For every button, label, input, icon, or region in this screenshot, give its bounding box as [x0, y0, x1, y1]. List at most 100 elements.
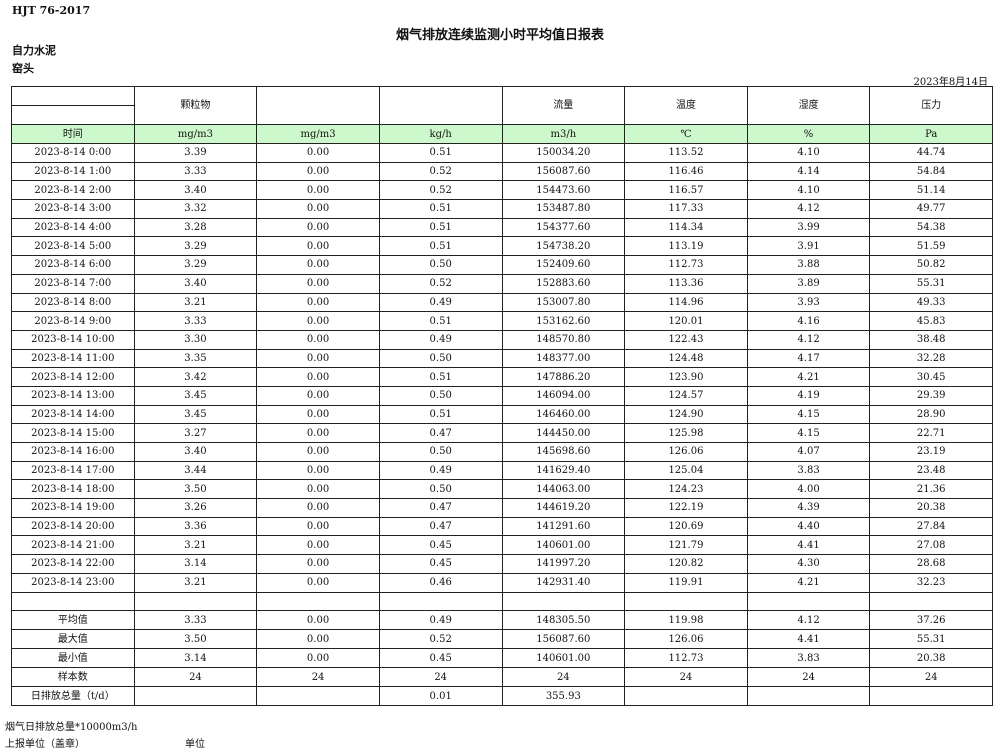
table-cell: 0.52	[378, 273, 503, 294]
table-cell: 2023-8-14 23:00	[11, 572, 135, 593]
table-cell: 0.52	[378, 161, 503, 182]
summary-row: 最小值 3.14 0.00 0.45 140601.00 112.73 3.83 20.38	[11, 648, 993, 669]
summary-cell: 样本数	[11, 667, 135, 688]
table-cell: 23.48	[869, 460, 993, 481]
table-cell: 113.19	[624, 236, 748, 257]
summary-cell	[624, 686, 748, 707]
table-cell: 152883.60	[501, 273, 626, 294]
table-cell: 142931.40	[501, 572, 626, 593]
table-cell: 156087.60	[501, 161, 626, 182]
summary-cell: 0.00	[256, 629, 380, 650]
table-row: 2023-8-14 11:00 3.35 0.00 0.50 148377.00 124.…	[11, 348, 993, 369]
report-date: 2023年8月14日	[913, 77, 988, 88]
table-cell: 51.59	[869, 236, 993, 257]
table-cell: 3.36	[133, 516, 258, 537]
unit-row: 时间 mg/m3 mg/m3 kg/h m3/h ℃% Pa	[11, 124, 993, 144]
table-cell: 141291.60	[501, 516, 626, 537]
table-cell: 3.83	[746, 460, 871, 481]
table-cell: 4.12	[746, 199, 871, 219]
table-cell: 117.33	[624, 199, 748, 219]
table-cell: 3.29	[133, 255, 258, 275]
summary-cell: 24	[133, 667, 258, 688]
table-cell: 114.34	[624, 217, 748, 238]
table-cell: 2023-8-14 5:00	[11, 236, 135, 257]
table-cell: 49.77	[869, 199, 993, 219]
summary-cell: 4.12	[746, 610, 871, 631]
table-cell: 0.00	[256, 460, 380, 481]
table-cell: 55.31	[869, 273, 993, 294]
summary-row: 最大值 3.50 0.00 0.52 156087.60 126.06 4.41 55.31	[11, 629, 993, 650]
table-cell: 0.51	[378, 143, 503, 163]
summary-row: 日排放总量（t/d） 0.01 355.93	[11, 686, 993, 707]
table-cell: 4.21	[746, 367, 871, 387]
table-row: 2023-8-14 21:00 3.21 0.00 0.45 140601.00 121.…	[11, 535, 993, 556]
table-cell: 4.19	[746, 385, 871, 406]
column-header	[256, 86, 380, 125]
table-cell: 4.12	[746, 329, 871, 350]
table-cell: 28.68	[869, 554, 993, 574]
table-cell: 4.00	[746, 479, 871, 500]
table-cell: 0.51	[378, 236, 503, 257]
table-row: 2023-8-14 6:00 3.29 0.00 0.50 152409.60 112.7…	[11, 255, 993, 275]
table-cell: 120.82	[624, 554, 748, 574]
table-cell: 0.47	[378, 423, 503, 443]
table-cell: 0.00	[256, 143, 380, 163]
header-corner-cell	[11, 86, 135, 125]
table-cell: 45.83	[869, 311, 993, 331]
table-cell: 0.50	[378, 479, 503, 500]
table-cell: 3.39	[133, 143, 258, 163]
table-cell: 125.98	[624, 423, 748, 443]
table-cell: 0.52	[378, 180, 503, 201]
summary-cell: 最小值	[11, 648, 135, 669]
summary-cell: 0.00	[256, 648, 380, 669]
table-cell: 0.00	[256, 554, 380, 574]
summary-cell	[869, 686, 993, 707]
table-cell: 148377.00	[501, 348, 626, 369]
unit-cell: mg/m3	[256, 124, 380, 144]
summary-cell: 20.38	[869, 648, 993, 669]
table-cell: 0.00	[256, 311, 380, 331]
table-cell: 0.51	[378, 404, 503, 425]
summary-cell: 0.00	[256, 610, 380, 631]
table-cell: 0.00	[256, 348, 380, 369]
table-cell: 125.04	[624, 460, 748, 481]
summary-cell: 最大值	[11, 629, 135, 650]
table-cell: 0.45	[378, 535, 503, 556]
table-row: 2023-8-14 23:00 3.21 0.00 0.46 142931.40 119.…	[11, 572, 993, 593]
table-row: 2023-8-14 8:00 3.21 0.00 0.49 153007.80 114.9…	[11, 292, 993, 313]
table-cell: 27.84	[869, 516, 993, 537]
table-cell: 0.51	[378, 217, 503, 238]
table-cell: 4.10	[746, 143, 871, 163]
table-cell: 0.00	[256, 217, 380, 238]
summary-cell: 24	[624, 667, 748, 688]
table-cell: 3.42	[133, 367, 258, 387]
table-row: 2023-8-14 5:00 3.29 0.00 0.51 154738.20 113.1…	[11, 236, 993, 257]
table-cell: 0.51	[378, 311, 503, 331]
blank-row	[11, 591, 993, 612]
table-cell: 146460.00	[501, 404, 626, 425]
summary-cell: 140601.00	[501, 648, 626, 669]
column-header: 压力	[869, 86, 993, 125]
footer-unit-label: 单位	[185, 739, 205, 750]
table-cell: 3.50	[133, 479, 258, 500]
site-name: 窑头	[12, 62, 34, 75]
header-row: 颗粒物 流量 温度 湿度 压力	[11, 86, 993, 125]
table-cell: 0.49	[378, 460, 503, 481]
table-cell: 120.69	[624, 516, 748, 537]
table-cell: 141997.20	[501, 554, 626, 574]
summary-cell: 4.41	[746, 629, 871, 650]
table-cell: 114.96	[624, 292, 748, 313]
table-cell: 22.71	[869, 423, 993, 443]
summary-cell: 119.98	[624, 610, 748, 631]
table-cell: 3.40	[133, 180, 258, 201]
table-cell: 32.23	[869, 572, 993, 593]
blank-cell	[11, 591, 135, 612]
table-cell: 2023-8-14 21:00	[11, 535, 135, 556]
table-cell: 150034.20	[501, 143, 626, 163]
table-cell: 0.00	[256, 516, 380, 537]
table-cell: 3.27	[133, 423, 258, 443]
table-cell: 140601.00	[501, 535, 626, 556]
blank-cell	[869, 591, 993, 612]
table-cell: 124.90	[624, 404, 748, 425]
table-row: 2023-8-14 3:00 3.32 0.00 0.51 153487.80 117.3…	[11, 199, 993, 219]
